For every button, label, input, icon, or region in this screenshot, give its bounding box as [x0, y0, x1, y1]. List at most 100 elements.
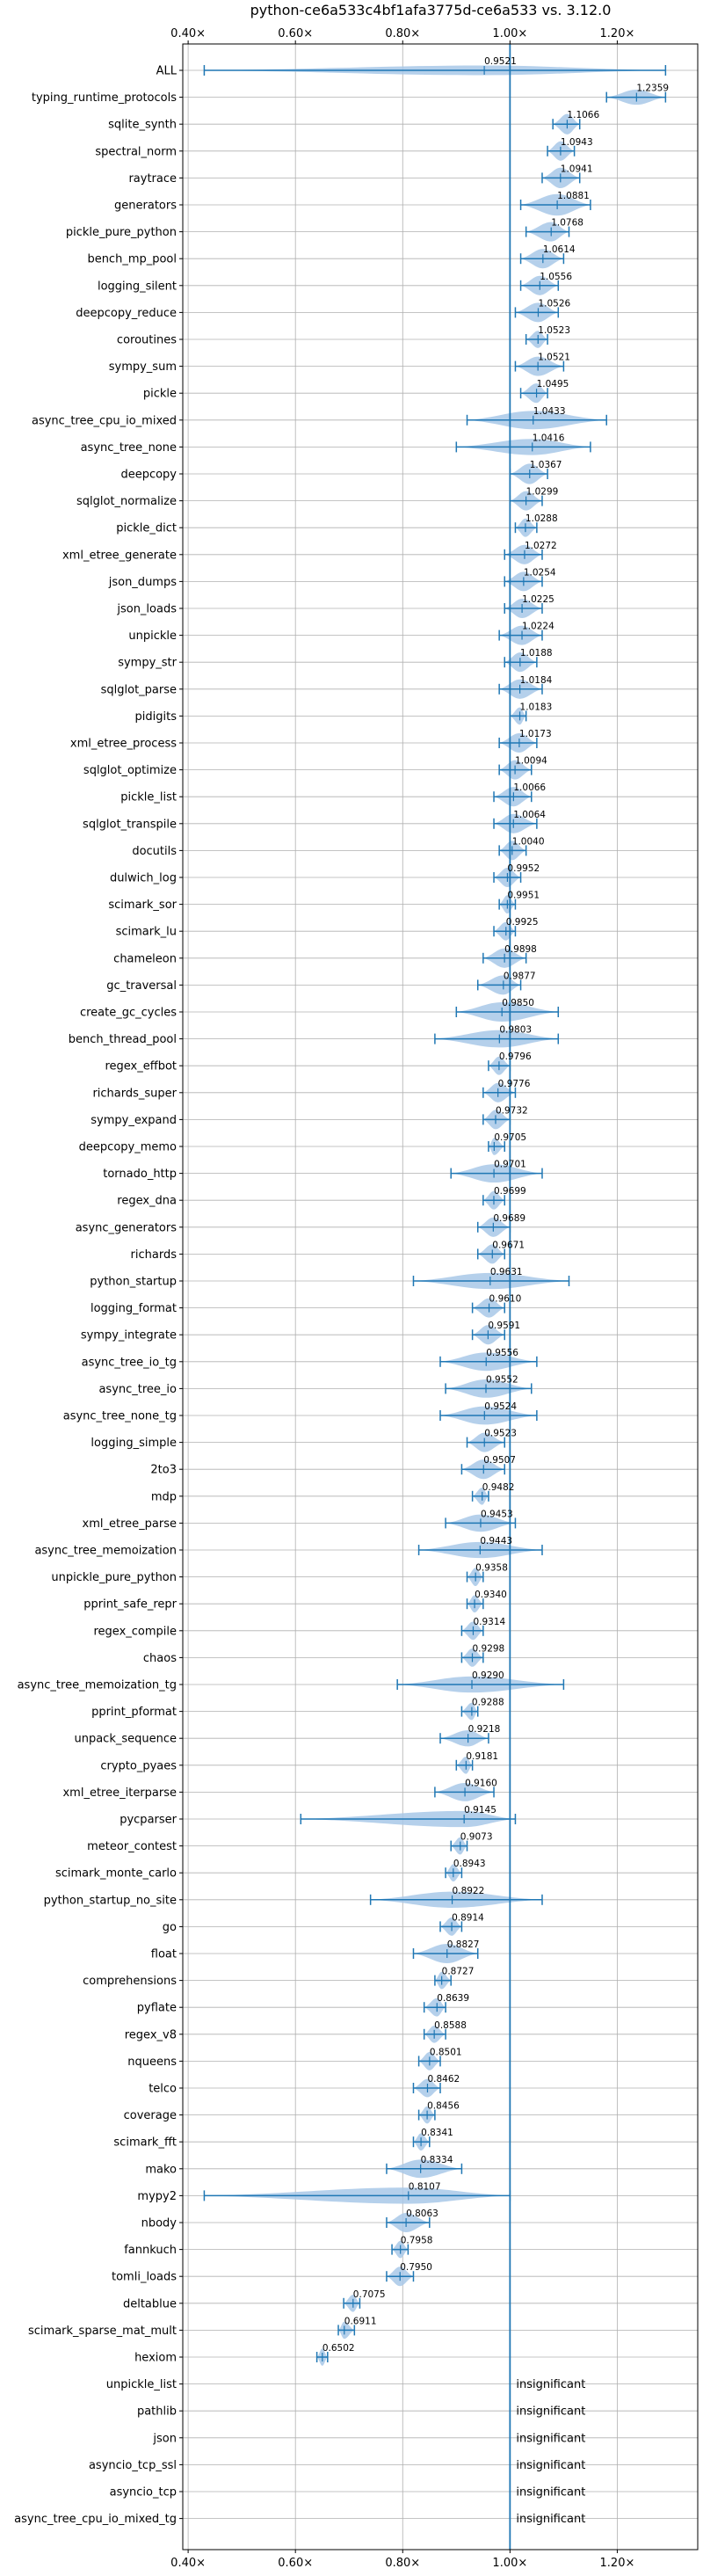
benchmark-label: 2to3: [150, 1464, 177, 1477]
value-label: 1.0040: [512, 836, 545, 847]
benchmark-label: pprint_safe_repr: [83, 1598, 177, 1612]
value-label: 1.0224: [522, 622, 554, 632]
value-label: 0.9803: [499, 1025, 532, 1036]
benchmark-label: async_tree_io: [98, 1383, 177, 1396]
value-label: 1.0523: [538, 325, 570, 336]
value-label: 0.8588: [434, 2020, 467, 2031]
benchmark-label: json: [152, 2432, 177, 2445]
benchmark-label: python_startup_no_site: [44, 1894, 177, 1907]
benchmark-label: async_tree_io_tg: [82, 1356, 177, 1369]
benchmark-label: pickle_list: [120, 791, 177, 804]
benchmark-label: sqlglot_normalize: [76, 495, 177, 508]
value-label: 0.7958: [401, 2236, 433, 2246]
benchmark-label: coroutines: [117, 334, 177, 347]
value-label: 0.9288: [472, 1698, 504, 1708]
value-label: 0.8914: [452, 1912, 484, 1923]
x-tick-label-bottom: 1.20×: [600, 2557, 635, 2570]
insignificant-label: insignificant: [516, 2459, 585, 2472]
benchmark-label: sqlglot_parse: [101, 683, 177, 696]
benchmark-label: chameleon: [113, 952, 177, 965]
value-label: 0.9610: [489, 1294, 522, 1305]
benchmark-label: deepcopy_memo: [79, 1141, 177, 1154]
value-label: 0.7950: [400, 2262, 432, 2273]
benchmark-label: deepcopy_reduce: [76, 307, 177, 320]
benchmark-label: mypy2: [137, 2190, 177, 2203]
value-label: 0.8827: [447, 1939, 480, 1950]
benchmark-label: xml_etree_parse: [83, 1517, 177, 1531]
x-tick-label-bottom: 1.00×: [492, 2557, 527, 2570]
value-label: 1.0433: [533, 406, 566, 417]
benchmark-label: scimark_sparse_mat_mult: [28, 2325, 177, 2338]
value-label: 0.9524: [484, 1401, 517, 1412]
value-label: 1.0614: [543, 244, 576, 255]
benchmark-label: raytrace: [128, 172, 177, 186]
value-label: 0.9314: [473, 1617, 505, 1627]
value-label: 0.9951: [507, 891, 540, 901]
value-label: 1.0941: [561, 164, 593, 174]
insignificant-label: insignificant: [516, 2486, 585, 2500]
benchmark-label: bench_thread_pool: [69, 1033, 177, 1046]
value-label: 1.0768: [551, 218, 583, 229]
benchmark-label: xml_etree_generate: [62, 549, 177, 562]
benchmark-label: pathlib: [137, 2405, 177, 2419]
value-label: 0.9218: [468, 1724, 501, 1735]
benchmark-label: xml_etree_process: [70, 738, 177, 751]
benchmark-label: unpickle_list: [106, 2378, 177, 2391]
value-label: 1.0184: [520, 675, 553, 686]
value-label: 0.9340: [475, 1590, 507, 1600]
plot-frame: [182, 43, 699, 2551]
value-label: 0.6911: [344, 2316, 377, 2326]
value-label: 0.9145: [464, 1805, 496, 1816]
insignificant-label: insignificant: [516, 2432, 585, 2445]
benchmark-label: python_startup: [90, 1276, 177, 1289]
benchmark-label: json_loads: [116, 603, 177, 616]
benchmark-label: bench_mp_pool: [87, 253, 177, 266]
benchmark-label: scimark_fft: [113, 2136, 177, 2150]
benchmark-label: logging_format: [91, 1302, 177, 1315]
benchmark-label: richards: [131, 1248, 178, 1262]
x-tick-label-top: 0.80×: [385, 27, 420, 40]
value-label: 1.0416: [533, 433, 565, 443]
benchmark-label: pickle_dict: [116, 522, 177, 535]
benchmark-label: mdp: [151, 1490, 177, 1503]
value-label: 1.0188: [520, 648, 553, 659]
benchmark-label: gc_traversal: [106, 979, 177, 993]
benchmark-label: hexiom: [134, 2352, 177, 2365]
value-label: 1.0272: [525, 541, 557, 551]
value-label: 0.9482: [482, 1482, 515, 1493]
benchmark-label: async_tree_none: [81, 441, 177, 455]
value-label: 1.0094: [515, 756, 547, 767]
x-tick-label-bottom: 0.40×: [170, 2557, 206, 2570]
benchmark-label: scimark_sor: [108, 899, 177, 912]
benchmark-label: regex_effbot: [105, 1060, 177, 1073]
benchmark-label: logging_simple: [91, 1437, 177, 1450]
benchmark-label: unpack_sequence: [74, 1733, 177, 1746]
value-label: 1.2359: [636, 84, 669, 94]
value-label: 1.0556: [540, 272, 572, 282]
benchmark-label: async_tree_memoization_tg: [18, 1679, 177, 1692]
value-label: 0.9160: [465, 1778, 497, 1788]
benchmark-label: spectral_norm: [95, 145, 177, 158]
benchmark-label: crypto_pyaes: [100, 1759, 177, 1772]
x-tick-label-top: 1.20×: [600, 27, 635, 40]
value-label: 0.9631: [490, 1267, 523, 1277]
benchmark-label: regex_compile: [93, 1625, 177, 1638]
benchmark-label: pyflate: [137, 2002, 177, 2015]
value-label: 0.8107: [409, 2181, 441, 2192]
value-label: 1.1066: [567, 110, 599, 120]
benchmark-label: richards_super: [92, 1087, 177, 1100]
benchmark-label: nqueens: [127, 2056, 177, 2069]
value-label: 0.8922: [453, 1886, 485, 1896]
benchmark-label: sqlglot_optimize: [83, 764, 177, 777]
value-label: 0.9521: [484, 56, 517, 67]
benchmark-label: unpickle_pure_python: [51, 1571, 177, 1584]
benchmark-label: async_tree_cpu_io_mixed_tg: [14, 2513, 177, 2526]
value-label: 1.0254: [524, 567, 556, 578]
value-label: 0.9453: [481, 1509, 513, 1519]
value-label: 0.9796: [499, 1052, 532, 1062]
chart-title: python-ce6a533c4bf1afa3775d-ce6a533 vs. …: [250, 2, 612, 18]
benchmark-label: async_tree_cpu_io_mixed: [32, 414, 177, 427]
value-label: 1.0183: [520, 702, 553, 712]
benchmark-label: logging_silent: [98, 280, 177, 293]
